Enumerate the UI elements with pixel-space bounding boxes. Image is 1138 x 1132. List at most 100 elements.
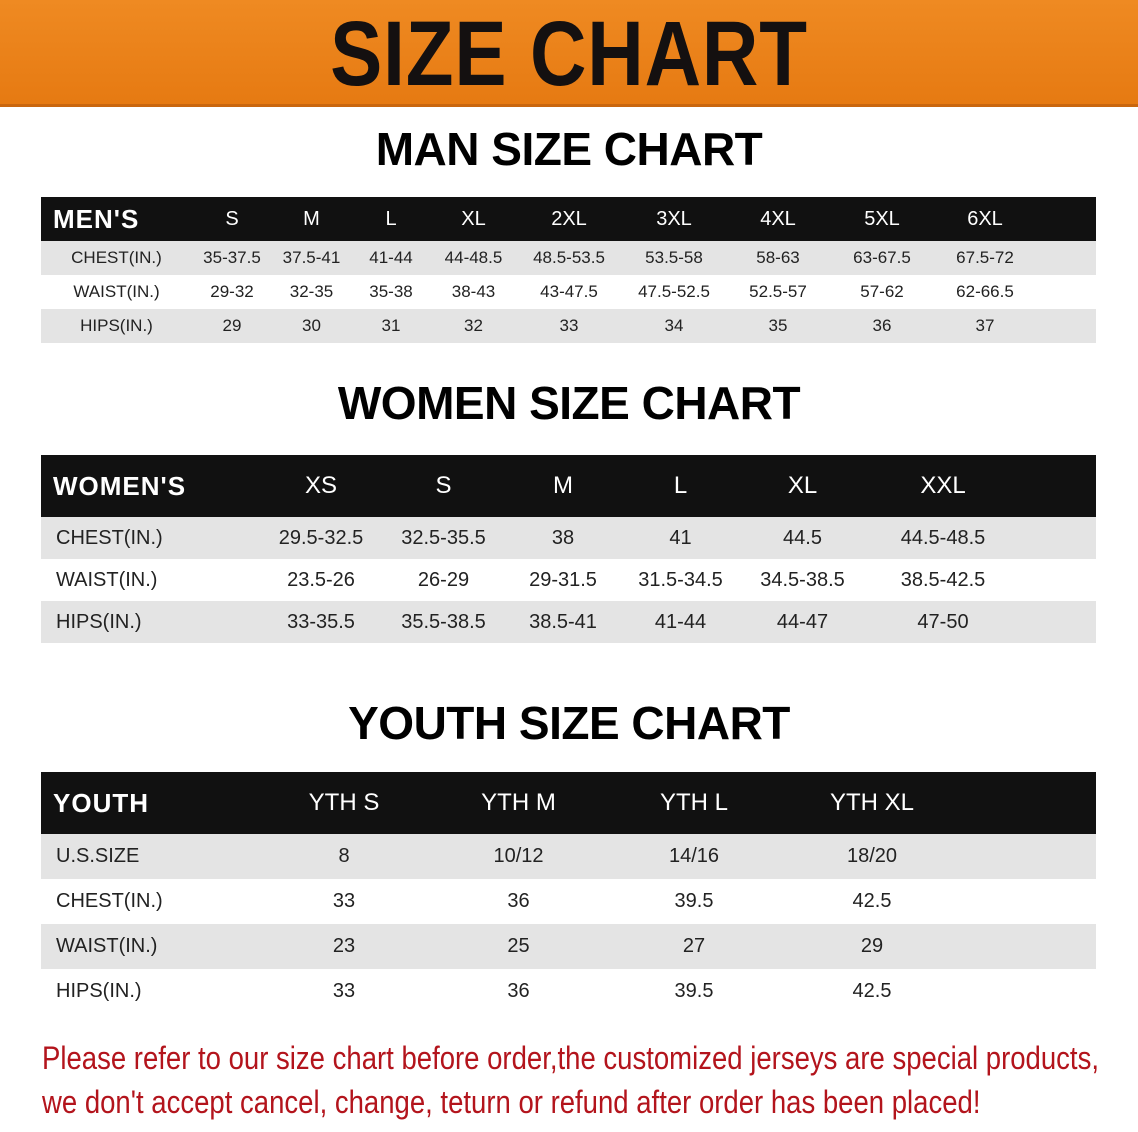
notice-line-2: we don't accept cancel, change, teturn o… bbox=[42, 1084, 981, 1120]
measurement-value: 42.5 bbox=[782, 969, 962, 1014]
measurement-value: 29 bbox=[782, 924, 962, 969]
size-column-header: YTH M bbox=[431, 772, 606, 834]
measurement-value: 35-37.5 bbox=[192, 241, 272, 275]
measurement-value: 52.5-57 bbox=[726, 275, 830, 309]
table-row: U.S.SIZE 8 10/12 14/16 18/20 bbox=[41, 834, 1096, 879]
measurement-value: 27 bbox=[606, 924, 782, 969]
table-row: HIPS(IN.) 29 30 31 32 33 34 35 36 37 bbox=[41, 309, 1096, 343]
size-column-header: 3XL bbox=[622, 197, 726, 241]
measurement-value: 39.5 bbox=[606, 879, 782, 924]
header-spacer bbox=[1036, 197, 1096, 241]
measurement-label: CHEST(IN.) bbox=[41, 517, 260, 559]
measurement-value: 29 bbox=[192, 309, 272, 343]
size-column-header: YTH XL bbox=[782, 772, 962, 834]
header-row: WOMEN'S XS S M L XL XXL bbox=[41, 455, 1096, 517]
women-section-title: WOMEN SIZE CHART bbox=[337, 377, 801, 429]
measurement-value: 39.5 bbox=[606, 969, 782, 1014]
measurement-value: 8 bbox=[257, 834, 431, 879]
measurement-value: 38 bbox=[505, 517, 621, 559]
header-spacer bbox=[1021, 455, 1096, 517]
table-row: WAIST(IN.) 29-32 32-35 35-38 38-43 43-47.5 47.… bbox=[41, 275, 1096, 309]
measurement-value: 48.5-53.5 bbox=[516, 241, 622, 275]
measurement-value: 41-44 bbox=[621, 601, 740, 643]
size-column-header: XS bbox=[260, 455, 382, 517]
youth-section-title: YOUTH SIZE CHART bbox=[348, 697, 790, 749]
women-size-table: WOMEN'S XS S M L XL XXL CHEST(IN.) 29.5-32.5 32.5… bbox=[41, 455, 1096, 643]
measurement-value: 36 bbox=[431, 879, 606, 924]
measurement-value: 38.5-41 bbox=[505, 601, 621, 643]
youth-size-table: YOUTH YTH S YTH M YTH L YTH XL U.S.SIZE 8 10/12… bbox=[41, 772, 1096, 1014]
measurement-value: 10/12 bbox=[431, 834, 606, 879]
measurement-value: 35.5-38.5 bbox=[382, 601, 505, 643]
measurement-label: WAIST(IN.) bbox=[41, 924, 257, 969]
size-column-header: XL bbox=[431, 197, 516, 241]
table-row: HIPS(IN.) 33-35.5 35.5-38.5 38.5-41 41-44 44-… bbox=[41, 601, 1096, 643]
measurement-label: U.S.SIZE bbox=[41, 834, 257, 879]
measurement-value: 23 bbox=[257, 924, 431, 969]
row-spacer bbox=[1021, 601, 1096, 643]
row-spacer bbox=[962, 834, 1096, 879]
measurement-value: 33 bbox=[257, 969, 431, 1014]
measurement-value: 34 bbox=[622, 309, 726, 343]
measurement-value: 25 bbox=[431, 924, 606, 969]
table-row: CHEST(IN.) 33 36 39.5 42.5 bbox=[41, 879, 1096, 924]
size-column-header: M bbox=[505, 455, 621, 517]
size-column-header: XXL bbox=[865, 455, 1021, 517]
measurement-label: WAIST(IN.) bbox=[41, 275, 192, 309]
measurement-value: 44-48.5 bbox=[431, 241, 516, 275]
header-spacer bbox=[962, 772, 1096, 834]
measurement-label: CHEST(IN.) bbox=[41, 879, 257, 924]
row-spacer bbox=[962, 969, 1096, 1014]
size-column-header: YTH L bbox=[606, 772, 782, 834]
measurement-value: 41 bbox=[621, 517, 740, 559]
measurement-value: 29.5-32.5 bbox=[260, 517, 382, 559]
men-size-table: MEN'S S M L XL 2XL 3XL 4XL 5XL 6XL CHEST(IN.) 35-37… bbox=[41, 197, 1096, 343]
measurement-value: 33 bbox=[516, 309, 622, 343]
size-column-header: 6XL bbox=[934, 197, 1036, 241]
measurement-value: 32 bbox=[431, 309, 516, 343]
measurement-value: 47.5-52.5 bbox=[622, 275, 726, 309]
measurement-value: 67.5-72 bbox=[934, 241, 1036, 275]
table-row: CHEST(IN.) 29.5-32.5 32.5-35.5 38 41 44.5 44.5… bbox=[41, 517, 1096, 559]
measurement-value: 18/20 bbox=[782, 834, 962, 879]
measurement-value: 37.5-41 bbox=[272, 241, 351, 275]
measurement-value: 38.5-42.5 bbox=[865, 559, 1021, 601]
row-spacer bbox=[962, 924, 1096, 969]
measurement-value: 57-62 bbox=[830, 275, 934, 309]
size-column-header: 2XL bbox=[516, 197, 622, 241]
row-spacer bbox=[1036, 275, 1096, 309]
measurement-value: 44-47 bbox=[740, 601, 865, 643]
measurement-value: 44.5-48.5 bbox=[865, 517, 1021, 559]
measurement-label: HIPS(IN.) bbox=[41, 969, 257, 1014]
men-section-title: MAN SIZE CHART bbox=[375, 123, 763, 175]
size-column-header: 5XL bbox=[830, 197, 934, 241]
measurement-value: 29-31.5 bbox=[505, 559, 621, 601]
measurement-value: 43-47.5 bbox=[516, 275, 622, 309]
measurement-label: HIPS(IN.) bbox=[41, 309, 192, 343]
measurement-value: 35 bbox=[726, 309, 830, 343]
table-row: WAIST(IN.) 23 25 27 29 bbox=[41, 924, 1096, 969]
measurement-value: 47-50 bbox=[865, 601, 1021, 643]
measurement-value: 36 bbox=[830, 309, 934, 343]
measurement-value: 53.5-58 bbox=[622, 241, 726, 275]
row-spacer bbox=[1036, 309, 1096, 343]
measurement-value: 31.5-34.5 bbox=[621, 559, 740, 601]
measurement-value: 58-63 bbox=[726, 241, 830, 275]
size-column-header: 4XL bbox=[726, 197, 830, 241]
measurement-value: 37 bbox=[934, 309, 1036, 343]
measurement-label: WAIST(IN.) bbox=[41, 559, 260, 601]
table-label-header: YOUTH bbox=[41, 772, 257, 834]
table-row: HIPS(IN.) 33 36 39.5 42.5 bbox=[41, 969, 1096, 1014]
header-row: YOUTH YTH S YTH M YTH L YTH XL bbox=[41, 772, 1096, 834]
size-column-header: S bbox=[192, 197, 272, 241]
table-label-header: WOMEN'S bbox=[41, 455, 260, 517]
size-column-header: L bbox=[351, 197, 431, 241]
measurement-label: HIPS(IN.) bbox=[41, 601, 260, 643]
measurement-value: 44.5 bbox=[740, 517, 865, 559]
measurement-value: 31 bbox=[351, 309, 431, 343]
measurement-value: 26-29 bbox=[382, 559, 505, 601]
measurement-value: 29-32 bbox=[192, 275, 272, 309]
measurement-value: 23.5-26 bbox=[260, 559, 382, 601]
measurement-value: 41-44 bbox=[351, 241, 431, 275]
measurement-value: 62-66.5 bbox=[934, 275, 1036, 309]
